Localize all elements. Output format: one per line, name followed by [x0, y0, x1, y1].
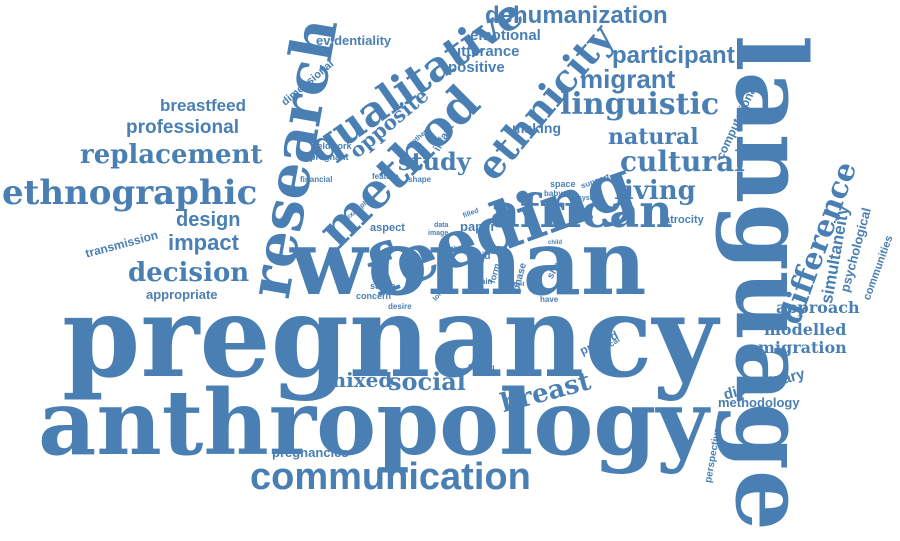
word-professional: professional	[126, 117, 239, 138]
word-space: space	[550, 179, 576, 189]
word-decision: decision	[128, 258, 250, 288]
word-pain: pain	[476, 277, 493, 286]
word-positive: positive	[448, 59, 505, 76]
word-mixed: mixed	[325, 368, 393, 392]
word-baby: baby	[544, 189, 563, 198]
word-emotional: emotional	[470, 27, 541, 44]
word-concern: concern	[356, 291, 392, 301]
word-natural: natural	[608, 124, 699, 150]
word-pregnant: pregnant	[310, 152, 349, 162]
word-transmission: transmission	[83, 227, 160, 261]
word-finding: finding	[468, 363, 495, 372]
word-breastfeed: breastfeed	[160, 96, 246, 115]
word-feature: feature	[372, 172, 399, 181]
word-image: image	[428, 230, 449, 237]
word-risk: risk	[446, 246, 457, 252]
word-modelled: modelled	[764, 320, 847, 339]
word-making: making	[512, 120, 562, 136]
word-utterance: utterance	[452, 43, 520, 60]
word-point: point	[510, 282, 525, 288]
word-participant: participant	[612, 42, 735, 69]
word-system: system	[578, 195, 603, 202]
word-desire: desire	[388, 302, 412, 311]
word-anthropology: anthropology	[38, 370, 709, 476]
word-woman: woman	[290, 210, 647, 316]
word-data: data	[434, 222, 449, 229]
word-shape: shape	[408, 175, 432, 184]
word-study: study	[398, 147, 471, 176]
word-communities: communities	[861, 233, 896, 302]
word-ethnographic: ethnographic	[2, 173, 258, 213]
word-have: have	[540, 295, 559, 304]
word-design: design	[176, 209, 241, 231]
word-african: african	[490, 184, 673, 238]
word-cultural: cultural	[620, 145, 745, 178]
word-methodology: methodology	[718, 395, 800, 410]
word-sense: sense	[370, 281, 396, 291]
word-appropriate: appropriate	[146, 287, 218, 302]
word-evidentiality: evidentiality	[316, 33, 392, 48]
word-pregnancies: pregnancies	[272, 445, 349, 460]
word-aspect: aspect	[370, 222, 405, 234]
word-migration: migration	[758, 338, 847, 357]
word-living: living	[614, 176, 696, 206]
word-migrant: migrant	[580, 64, 676, 94]
word-atrocity: atrocity	[664, 214, 704, 226]
word-approach: approach	[776, 298, 860, 317]
word-financial: financial	[300, 175, 333, 184]
word-communication: communication	[250, 456, 531, 498]
word-step: step	[442, 254, 455, 260]
word-dehumanization: dehumanization	[485, 2, 668, 29]
word-child: child	[548, 240, 563, 246]
word-pregnancy: pregnancy	[62, 272, 718, 403]
word-social: social	[388, 367, 466, 396]
word-aid: aid	[476, 251, 491, 262]
word-linguistic: linguistic	[560, 87, 720, 122]
word-fieldwork: fieldwork	[312, 141, 352, 151]
word-replacement: replacement	[80, 140, 263, 170]
word-impact: impact	[168, 230, 239, 255]
word-paper: paper	[460, 219, 496, 234]
